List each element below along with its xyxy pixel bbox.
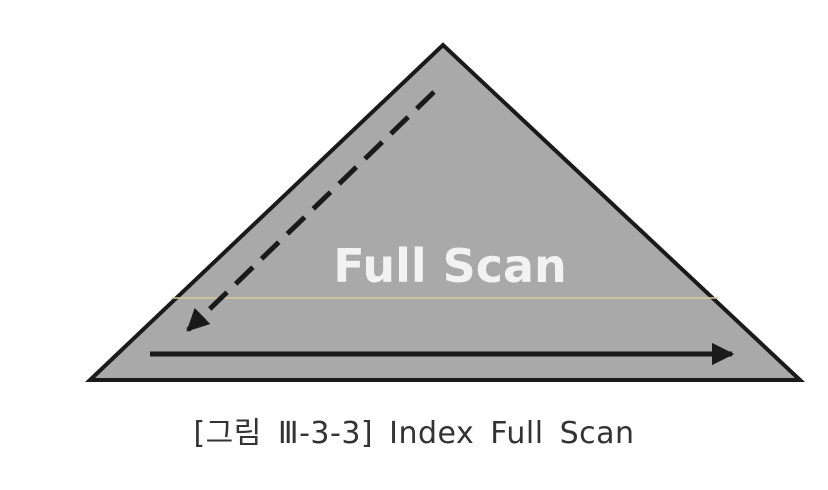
dashed-descent-arrow bbox=[186, 90, 436, 332]
figure-caption: [그림 Ⅲ-3-3] Index Full Scan bbox=[193, 416, 635, 451]
full-scan-label: Full Scan bbox=[333, 239, 567, 293]
index-tree-triangle bbox=[84, 42, 806, 382]
index-tree-diagram: Full Scan bbox=[84, 42, 806, 382]
